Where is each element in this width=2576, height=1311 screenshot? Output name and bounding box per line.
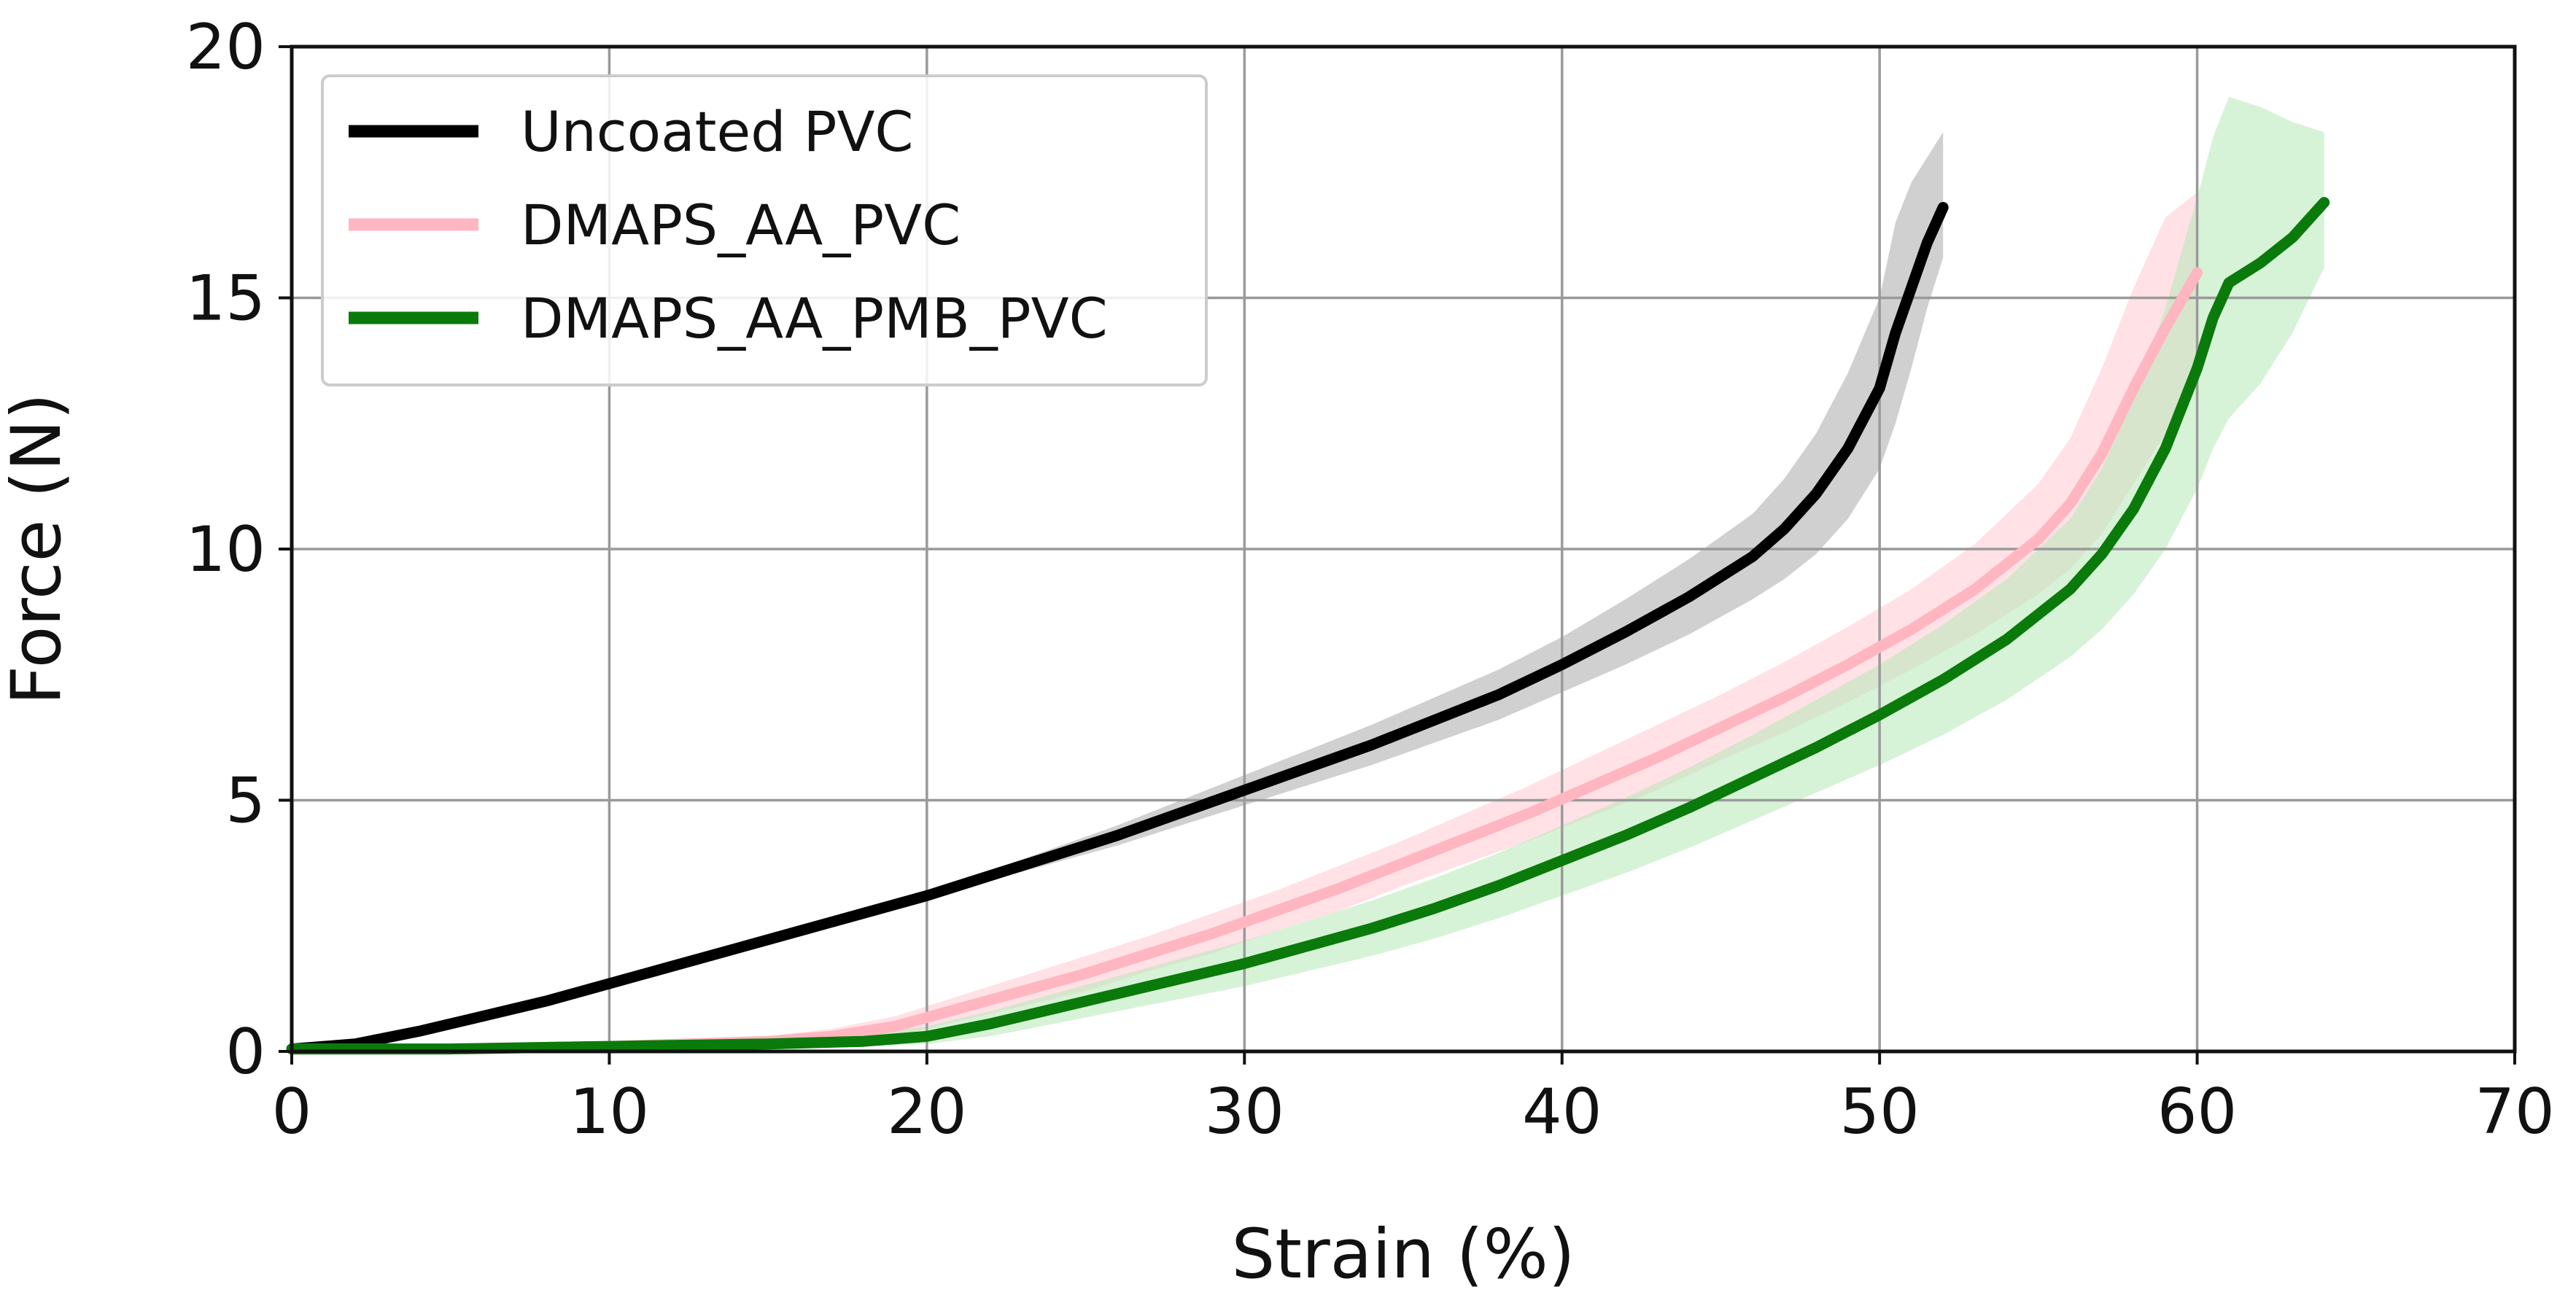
x-tick-label-30: 30 (1205, 1075, 1284, 1148)
y-tick-label-0: 0 (225, 1016, 265, 1089)
y-tick-label-15: 15 (186, 262, 265, 335)
x-tick-label-70: 70 (2475, 1075, 2554, 1148)
x-tick-label-10: 10 (570, 1075, 649, 1148)
x-tick-label-50: 50 (1839, 1075, 1919, 1148)
legend: Uncoated PVC DMAPS_AA_PVC DMAPS_AA_PMB_PVC (321, 74, 1208, 386)
line-dmaps-aa-pvc (286, 267, 2203, 1055)
x-tick-label-20: 20 (887, 1075, 966, 1148)
series-lines (286, 197, 2330, 1055)
y-tick-label-20: 20 (186, 11, 265, 84)
x-tick-label-0: 0 (272, 1075, 312, 1148)
y-tick-label-5: 5 (225, 765, 265, 838)
line-uncoated-pvc (286, 202, 1949, 1055)
legend-label-uncoated-pvc: Uncoated PVC (521, 99, 914, 164)
y-axis-title: Force (N) (0, 393, 77, 705)
x-tick-label-40: 40 (1522, 1075, 1602, 1148)
axis-ticks: 0 10 20 30 40 50 60 70 0 5 10 15 20 (186, 11, 2555, 1148)
y-tick-label-10: 10 (186, 513, 265, 586)
legend-label-dmaps-aa-pmb-pvc: DMAPS_AA_PMB_PVC (521, 286, 1108, 351)
legend-label-dmaps-aa-pvc: DMAPS_AA_PVC (521, 192, 961, 257)
x-axis-title: Strain (%) (1231, 1215, 1575, 1294)
line-dmaps-aa-pmb-pvc (286, 197, 2330, 1055)
legend-box (321, 74, 1208, 386)
x-tick-label-60: 60 (2157, 1075, 2237, 1148)
